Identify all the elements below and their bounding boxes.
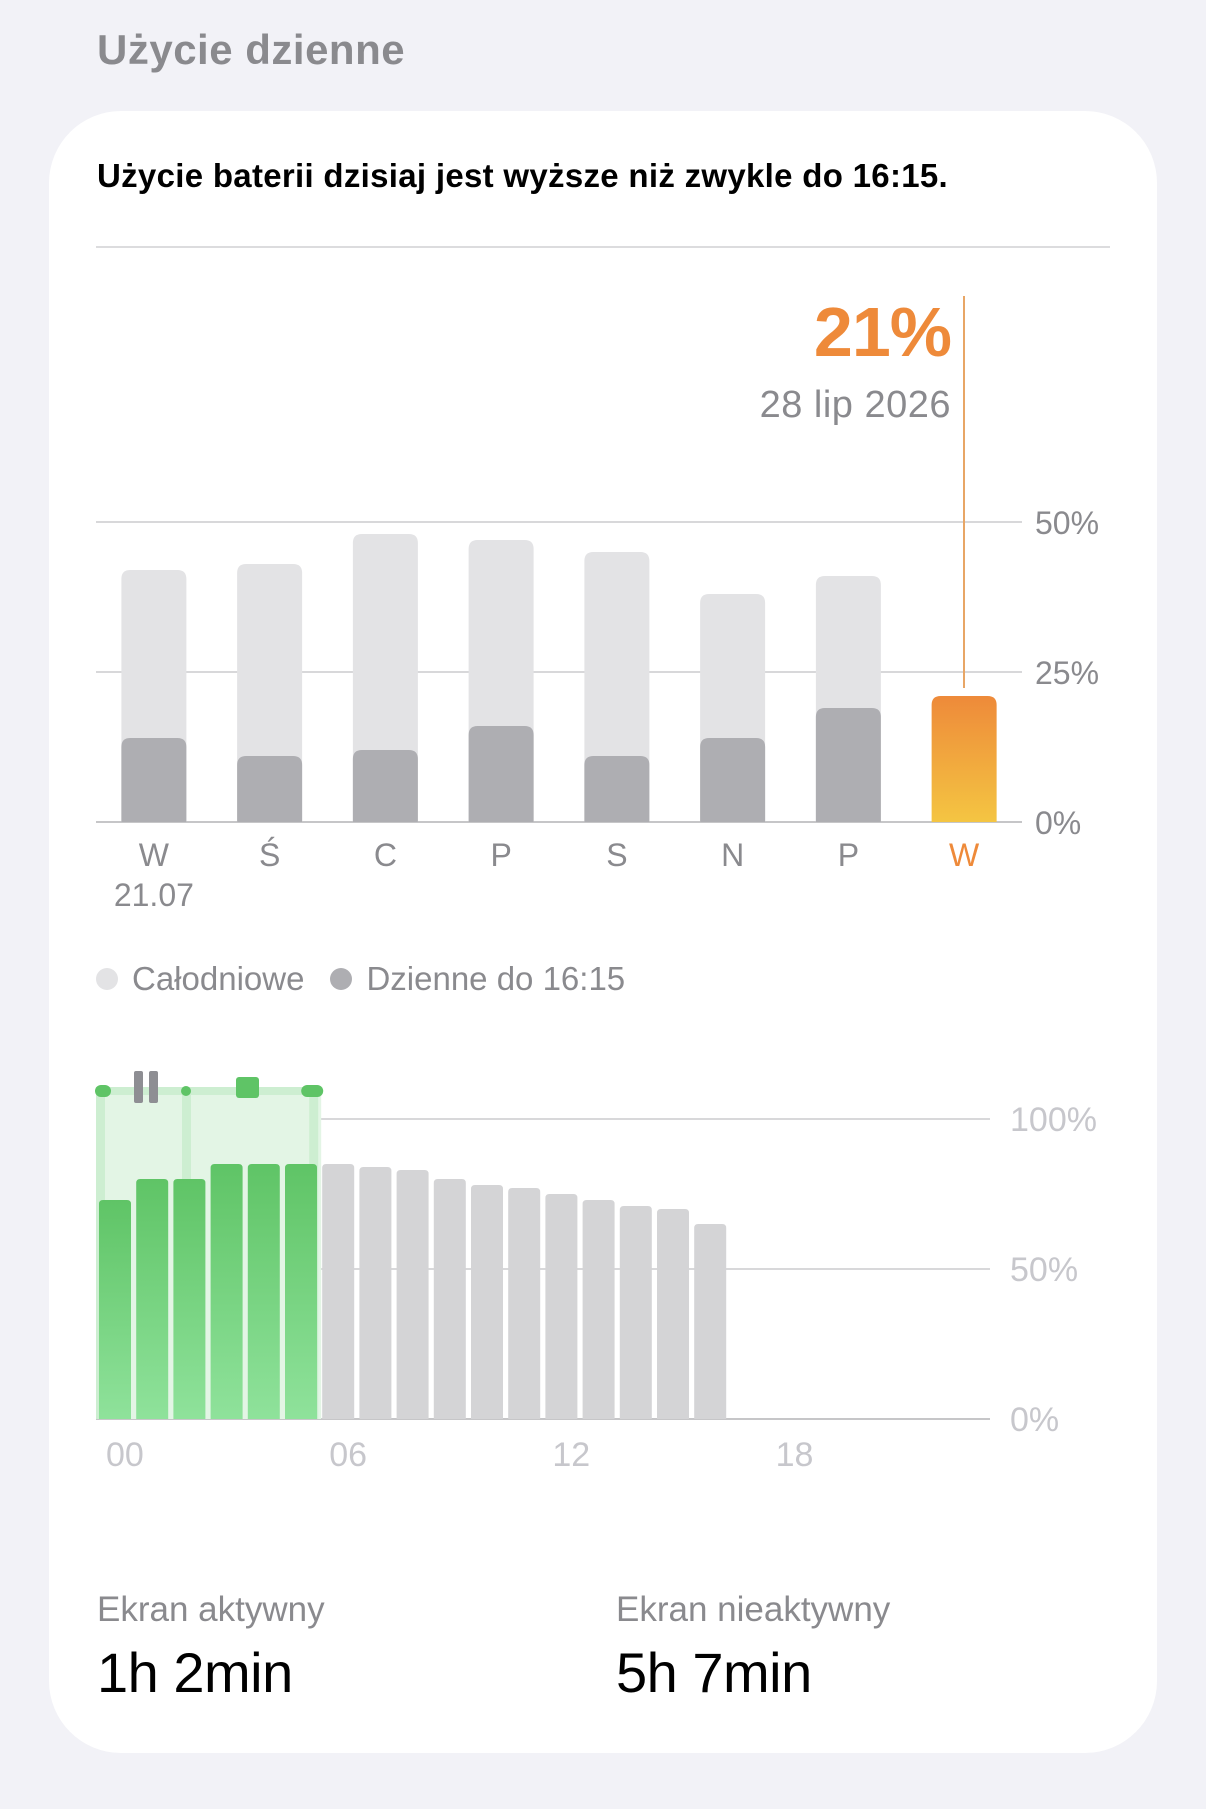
charging-icon	[236, 1077, 259, 1098]
stat-label-screen-inactive: Ekran nieaktywny	[616, 1590, 891, 1629]
bar-charging-hour	[136, 1179, 169, 1419]
selected-day-date: 28 lip 2026	[759, 384, 951, 426]
bar-full-day	[584, 552, 650, 822]
stat-label-screen-active: Ekran aktywny	[97, 1590, 325, 1629]
y-tick-label: 100%	[1010, 1101, 1097, 1139]
selected-day-value: 21%	[813, 293, 952, 371]
x-tick-label: P	[838, 837, 859, 873]
y-tick-label: 25%	[1035, 655, 1099, 691]
bar-battery-level	[657, 1209, 689, 1419]
bar-battery-level	[471, 1185, 503, 1419]
bar-battery-level	[508, 1188, 541, 1419]
pause-icon-bar	[134, 1071, 143, 1103]
legend-item-partial-day: Dzienne do 16:15	[330, 960, 625, 998]
stat-screen-inactive: Ekran nieaktywny 5h 7min	[616, 1590, 890, 1705]
bar-partial-day	[121, 738, 187, 822]
bar-partial-day	[584, 756, 650, 822]
battery-usage-card	[49, 111, 1157, 1753]
bar-battery-level	[619, 1206, 652, 1419]
x-tick-label: P	[490, 837, 511, 873]
x-tick-label: 00	[106, 1436, 144, 1474]
x-tick-label: W	[949, 837, 980, 873]
legend-label-full-day: Całodniowe	[132, 960, 305, 997]
divider	[96, 246, 1110, 248]
section-title: Użycie dzienne	[97, 26, 406, 73]
bar-charging-hour	[173, 1179, 206, 1419]
bar-charging-hour	[247, 1164, 280, 1419]
chart-legend: Całodniowe Dzienne do 16:15	[96, 960, 651, 998]
stat-value-screen-inactive: 5h 7min	[616, 1641, 812, 1704]
bar-partial-day	[815, 708, 881, 822]
bar-battery-level	[322, 1164, 355, 1419]
range-handle-left	[95, 1085, 111, 1097]
bar-battery-level	[582, 1200, 615, 1419]
range-handle-right	[301, 1085, 324, 1097]
stat-screen-active: Ekran aktywny 1h 2min	[97, 1590, 325, 1705]
bar-battery-level	[359, 1167, 392, 1419]
x-tick-label: W	[139, 837, 170, 873]
y-tick-label: 0%	[1010, 1401, 1059, 1439]
range-handle-middle	[181, 1086, 191, 1096]
usage-headline: Użycie baterii dzisiaj jest wyższe niż z…	[97, 157, 949, 194]
bar-partial-day	[237, 756, 303, 822]
charging-range-highlight	[96, 1091, 322, 1419]
y-tick-label: 0%	[1035, 805, 1081, 841]
bar-partial-day	[700, 738, 766, 822]
legend-swatch-full-day	[96, 968, 118, 990]
legend-swatch-partial-day	[330, 968, 353, 990]
legend-item-full-day: Całodniowe	[96, 960, 304, 998]
bar-battery-level	[545, 1194, 578, 1419]
x-tick-label: 12	[552, 1436, 590, 1474]
bar-charging-hour	[210, 1164, 243, 1419]
bar-battery-level	[396, 1170, 429, 1419]
stat-value-screen-active: 1h 2min	[97, 1641, 293, 1704]
x-tick-label: 06	[329, 1436, 367, 1474]
x-tick-label: C	[374, 837, 397, 873]
x-tick-label: 18	[776, 1436, 814, 1474]
bar-charging-hour	[99, 1200, 131, 1419]
x-tick-label: Ś	[259, 837, 280, 873]
y-tick-label: 50%	[1035, 505, 1099, 541]
bar-battery-level	[694, 1224, 727, 1419]
y-tick-label: 50%	[1010, 1251, 1078, 1289]
pause-icon-bar	[149, 1071, 158, 1103]
x-tick-sublabel: 21.07	[114, 877, 194, 913]
x-tick-label: N	[721, 837, 744, 873]
bar-partial-day	[352, 750, 418, 822]
legend-label-partial-day: Dzienne do 16:15	[366, 960, 626, 997]
bar-battery-level	[433, 1179, 466, 1419]
x-tick-label: S	[606, 837, 627, 873]
bar-partial-day	[468, 726, 534, 822]
bar-charging-hour	[285, 1164, 317, 1419]
bar-selected-day	[931, 696, 997, 822]
